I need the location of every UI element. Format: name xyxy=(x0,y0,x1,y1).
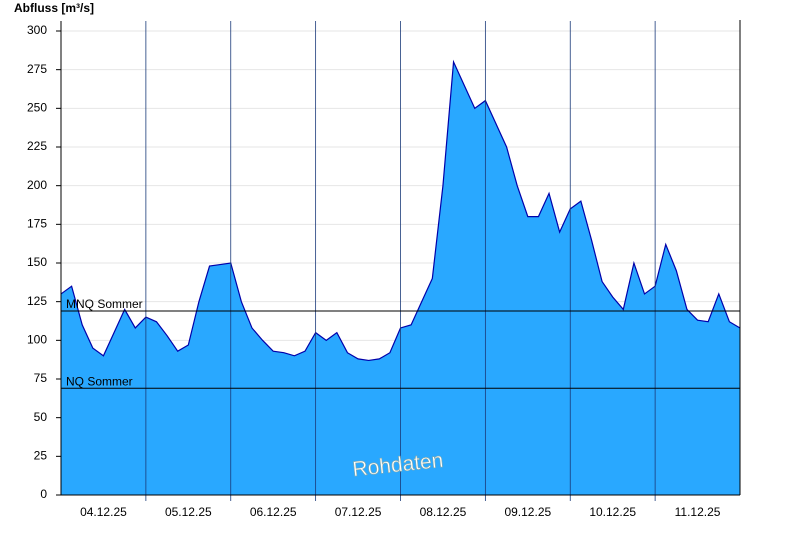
x-tick-label: 09.12.25 xyxy=(504,505,551,519)
x-tick-label: 04.12.25 xyxy=(80,505,127,519)
y-tick-label: 125 xyxy=(27,294,47,308)
y-tick-label: 275 xyxy=(27,62,47,76)
y-tick-label: 300 xyxy=(27,23,47,37)
x-tick-label: 05.12.25 xyxy=(165,505,212,519)
x-tick-label: 06.12.25 xyxy=(250,505,297,519)
reference-label: NQ Sommer xyxy=(66,374,133,388)
y-tick-label: 25 xyxy=(34,449,48,463)
y-tick-label: 100 xyxy=(27,333,47,347)
y-tick-label: 75 xyxy=(34,371,48,385)
y-tick-label: 50 xyxy=(34,410,48,424)
y-tick-label: 200 xyxy=(27,178,47,192)
x-tick-label: 10.12.25 xyxy=(589,505,636,519)
y-axis-label: Abfluss [m³/s] xyxy=(14,1,94,15)
x-tick-label: 08.12.25 xyxy=(420,505,467,519)
y-tick-label: 0 xyxy=(40,487,47,501)
reference-label: MNQ Sommer xyxy=(66,297,143,311)
x-tick-label: 07.12.25 xyxy=(335,505,382,519)
y-tick-label: 175 xyxy=(27,217,47,231)
y-tick-label: 150 xyxy=(27,255,47,269)
x-tick-label: 11.12.25 xyxy=(675,505,721,519)
y-tick-label: 250 xyxy=(27,101,47,115)
y-tick-label: 225 xyxy=(27,139,47,153)
